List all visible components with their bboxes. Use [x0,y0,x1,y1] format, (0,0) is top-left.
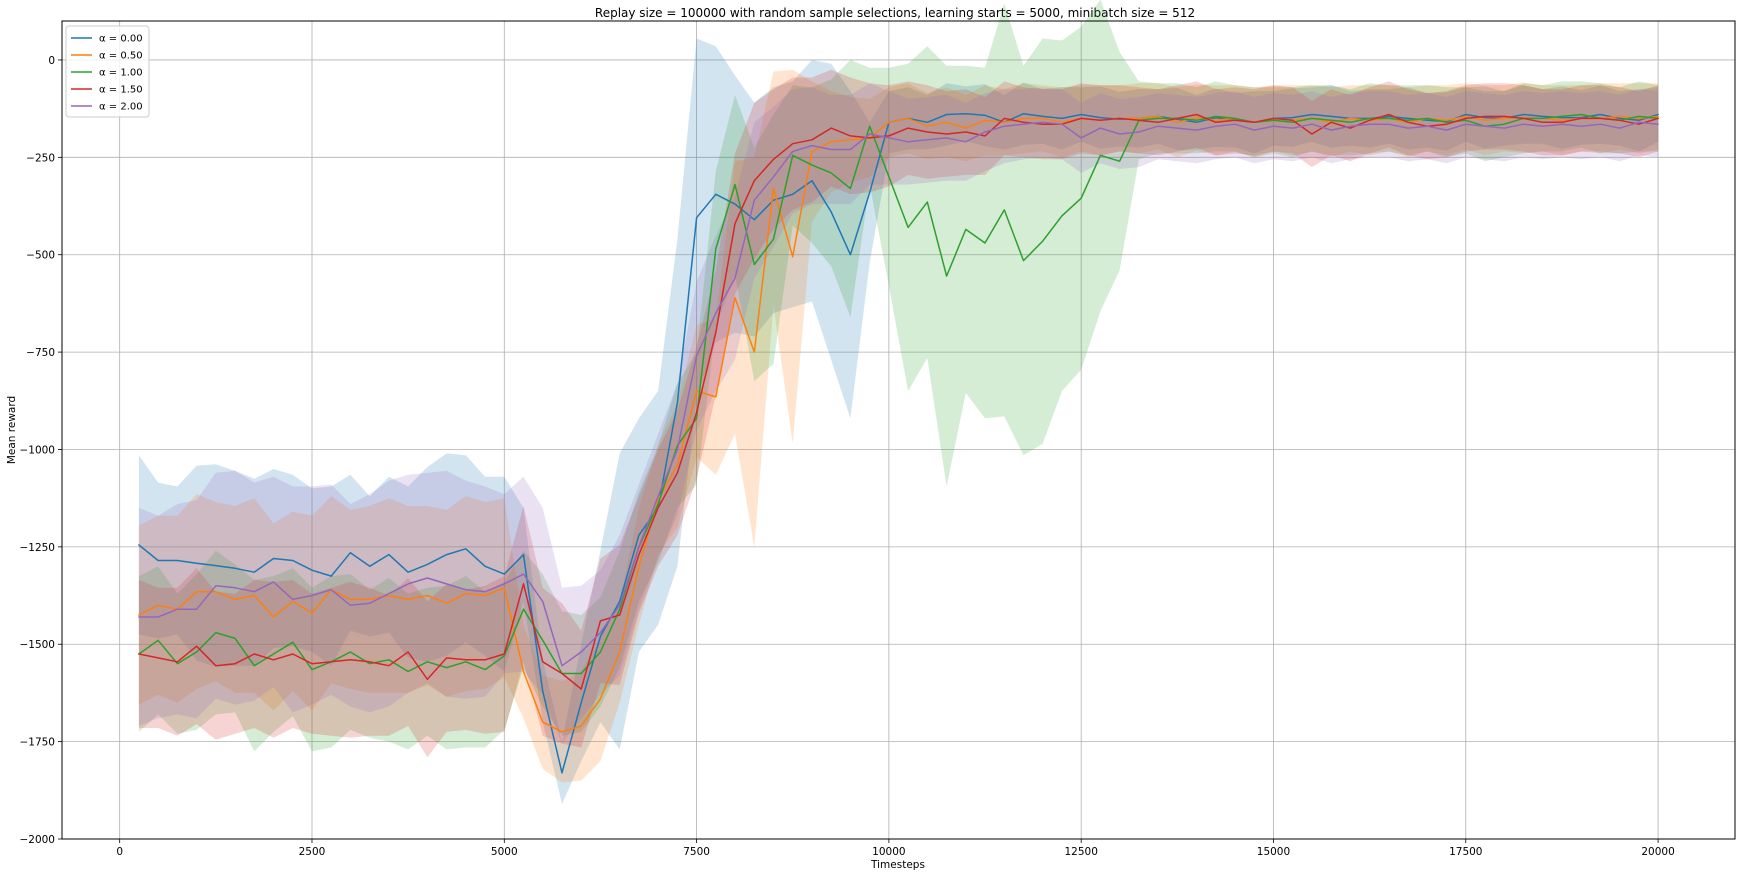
y-tick-label: 0 [48,55,55,67]
legend-box [65,25,150,118]
y-tick-label: −2000 [19,834,55,846]
std-band-series-2 [138,0,1659,752]
y-axis-ticks: −2000 −1750 −1500 −1250 −1000 −750 −500 −250 0 [19,55,62,846]
legend-label-1: α = 0.50 [99,51,143,62]
x-axis-label: Timesteps [870,859,925,871]
y-tick-label: −1250 [19,542,55,554]
y-tick-label: −1750 [19,737,55,749]
series-lines [138,112,1659,774]
x-tick-label: 12500 [1064,846,1097,858]
series-line-4 [138,121,1659,667]
plot-frame [61,20,1736,840]
series-line-3 [138,113,1659,690]
y-tick-label: −500 [26,250,55,262]
std-band-series-4 [138,83,1659,744]
y-tick-label: −1500 [19,639,55,651]
y-tick-label: −1000 [19,444,55,456]
legend-label-2: α = 1.00 [99,68,143,79]
y-axis-label: Mean reward [6,396,18,464]
x-tick-label: 15000 [1257,846,1290,858]
y-tick-label: −750 [26,347,55,359]
legend-label-3: α = 1.50 [99,85,143,96]
legend-label-4: α = 2.00 [99,102,143,113]
chart-title: Replay size = 100000 with random sample … [595,6,1195,20]
std-band-series-3 [138,69,1659,758]
legend-items: α = 0.00 α = 0.50 α = 1.00 α = 1.50 α = 2.00 [71,34,143,113]
std-band-series-1 [138,69,1659,783]
x-tick-label: 0 [116,846,123,858]
y-tick-label: −250 [26,152,55,164]
legend: α = 0.00 α = 0.50 α = 1.00 α = 1.50 α = 2.00 [65,25,150,118]
x-tick-label: 7500 [683,846,710,858]
std-bands [138,0,1659,804]
legend-label-0: α = 0.00 [99,34,143,45]
x-tick-label: 5000 [491,846,518,858]
x-tick-label: 20000 [1641,846,1674,858]
x-tick-label: 17500 [1449,846,1482,858]
std-band-series-0 [138,38,1659,804]
series-line-2 [138,113,1659,675]
x-tick-label: 2500 [299,846,326,858]
x-tick-label: 10000 [872,846,905,858]
x-axis-ticks: 0 2500 5000 7500 10000 12500 15000 17500 20000 [116,839,1675,858]
